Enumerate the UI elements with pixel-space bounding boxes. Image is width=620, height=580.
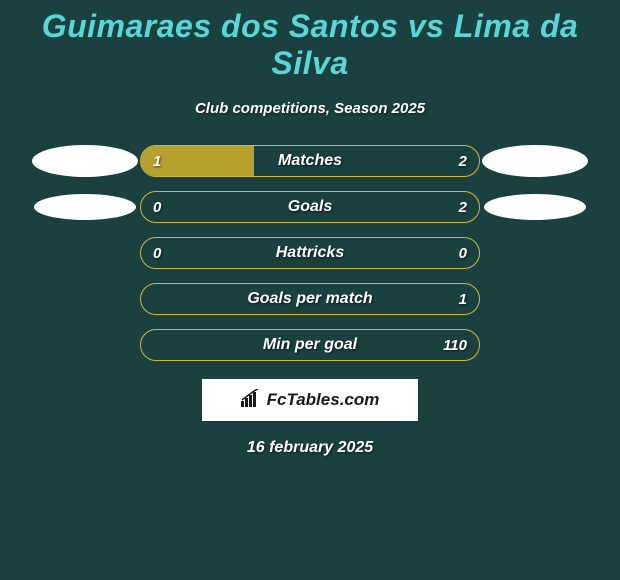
brand-logo: FcTables.com xyxy=(202,379,418,421)
stat-row: 1Matches2 xyxy=(0,145,620,177)
stat-bar: 1Matches2 xyxy=(140,145,480,177)
subtitle: Club competitions, Season 2025 xyxy=(0,100,620,117)
player-avatar-right xyxy=(484,194,586,220)
stat-bar-right-fill xyxy=(254,146,479,176)
stat-row: Min per goal110 xyxy=(0,329,620,361)
stat-value-right: 2 xyxy=(459,192,467,222)
stat-value-left: 0 xyxy=(153,192,161,222)
stat-bar-right-fill xyxy=(141,238,479,268)
stat-bar: 0Hattricks0 xyxy=(140,237,480,269)
stat-value-right: 110 xyxy=(443,330,467,360)
stat-value-right: 2 xyxy=(459,146,467,176)
stat-value-left: 1 xyxy=(153,146,161,176)
stat-bar: 0Goals2 xyxy=(140,191,480,223)
stat-bar: Min per goal110 xyxy=(140,329,480,361)
stat-row: 0Goals2 xyxy=(0,191,620,223)
player-avatar-left xyxy=(32,145,138,177)
page-title: Guimaraes dos Santos vs Lima da Silva xyxy=(0,0,620,82)
stat-row: Goals per match1 xyxy=(0,283,620,315)
avatar-slot-right xyxy=(480,194,590,220)
player-avatar-right xyxy=(482,145,588,177)
avatar-slot-left xyxy=(30,145,140,177)
stats-container: 1Matches2 0Goals2 0Hattricks0 Goals per mat… xyxy=(0,145,620,361)
date-text: 16 february 2025 xyxy=(0,439,620,457)
stat-bar-right-fill xyxy=(141,192,479,222)
stat-bar: Goals per match1 xyxy=(140,283,480,315)
brand-text: FcTables.com xyxy=(267,390,380,410)
stat-row: 0Hattricks0 xyxy=(0,237,620,269)
stat-value-right: 0 xyxy=(459,238,467,268)
avatar-slot-right xyxy=(480,145,590,177)
stat-bar-right-fill xyxy=(141,330,479,360)
avatar-slot-left xyxy=(30,194,140,220)
stat-value-left: 0 xyxy=(153,238,161,268)
stat-value-right: 1 xyxy=(459,284,467,314)
stat-bar-right-fill xyxy=(141,284,479,314)
chart-icon xyxy=(241,389,263,412)
player-avatar-left xyxy=(34,194,136,220)
